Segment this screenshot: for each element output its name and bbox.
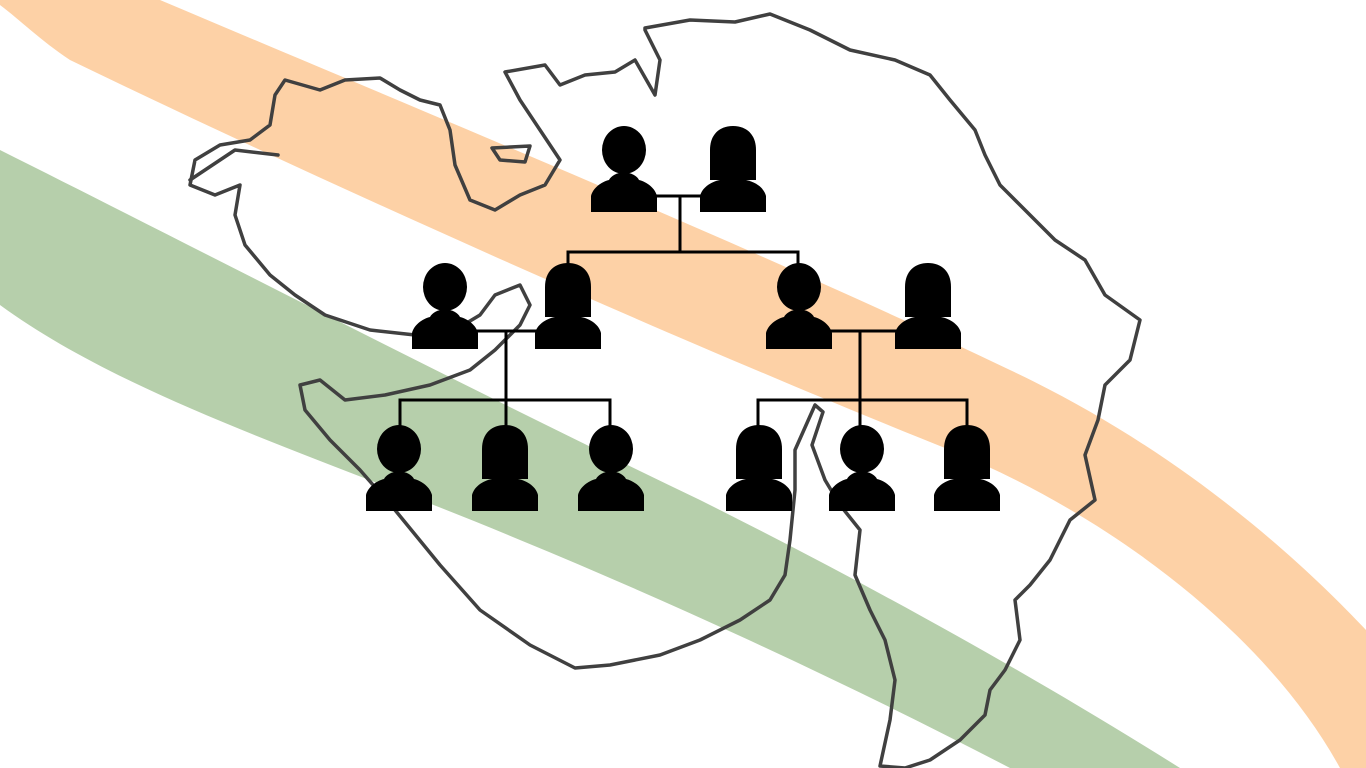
connector-grandparents (566, 194, 800, 270)
connector-left-couple (398, 329, 612, 427)
coastline-detail (188, 148, 280, 182)
connector-right-couple (756, 329, 969, 427)
gulf-inlet-mark (490, 144, 532, 164)
gujarat-map-outline (188, 12, 1142, 768)
tree-connectors (398, 194, 969, 427)
green-band (0, 150, 1180, 768)
